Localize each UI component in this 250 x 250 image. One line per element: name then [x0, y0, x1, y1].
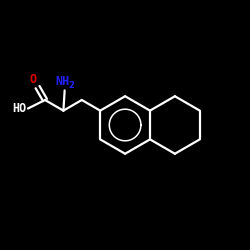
Text: NH: NH	[56, 76, 70, 88]
Text: O: O	[29, 73, 36, 86]
Text: 2: 2	[69, 81, 74, 90]
Text: HO: HO	[12, 102, 27, 115]
